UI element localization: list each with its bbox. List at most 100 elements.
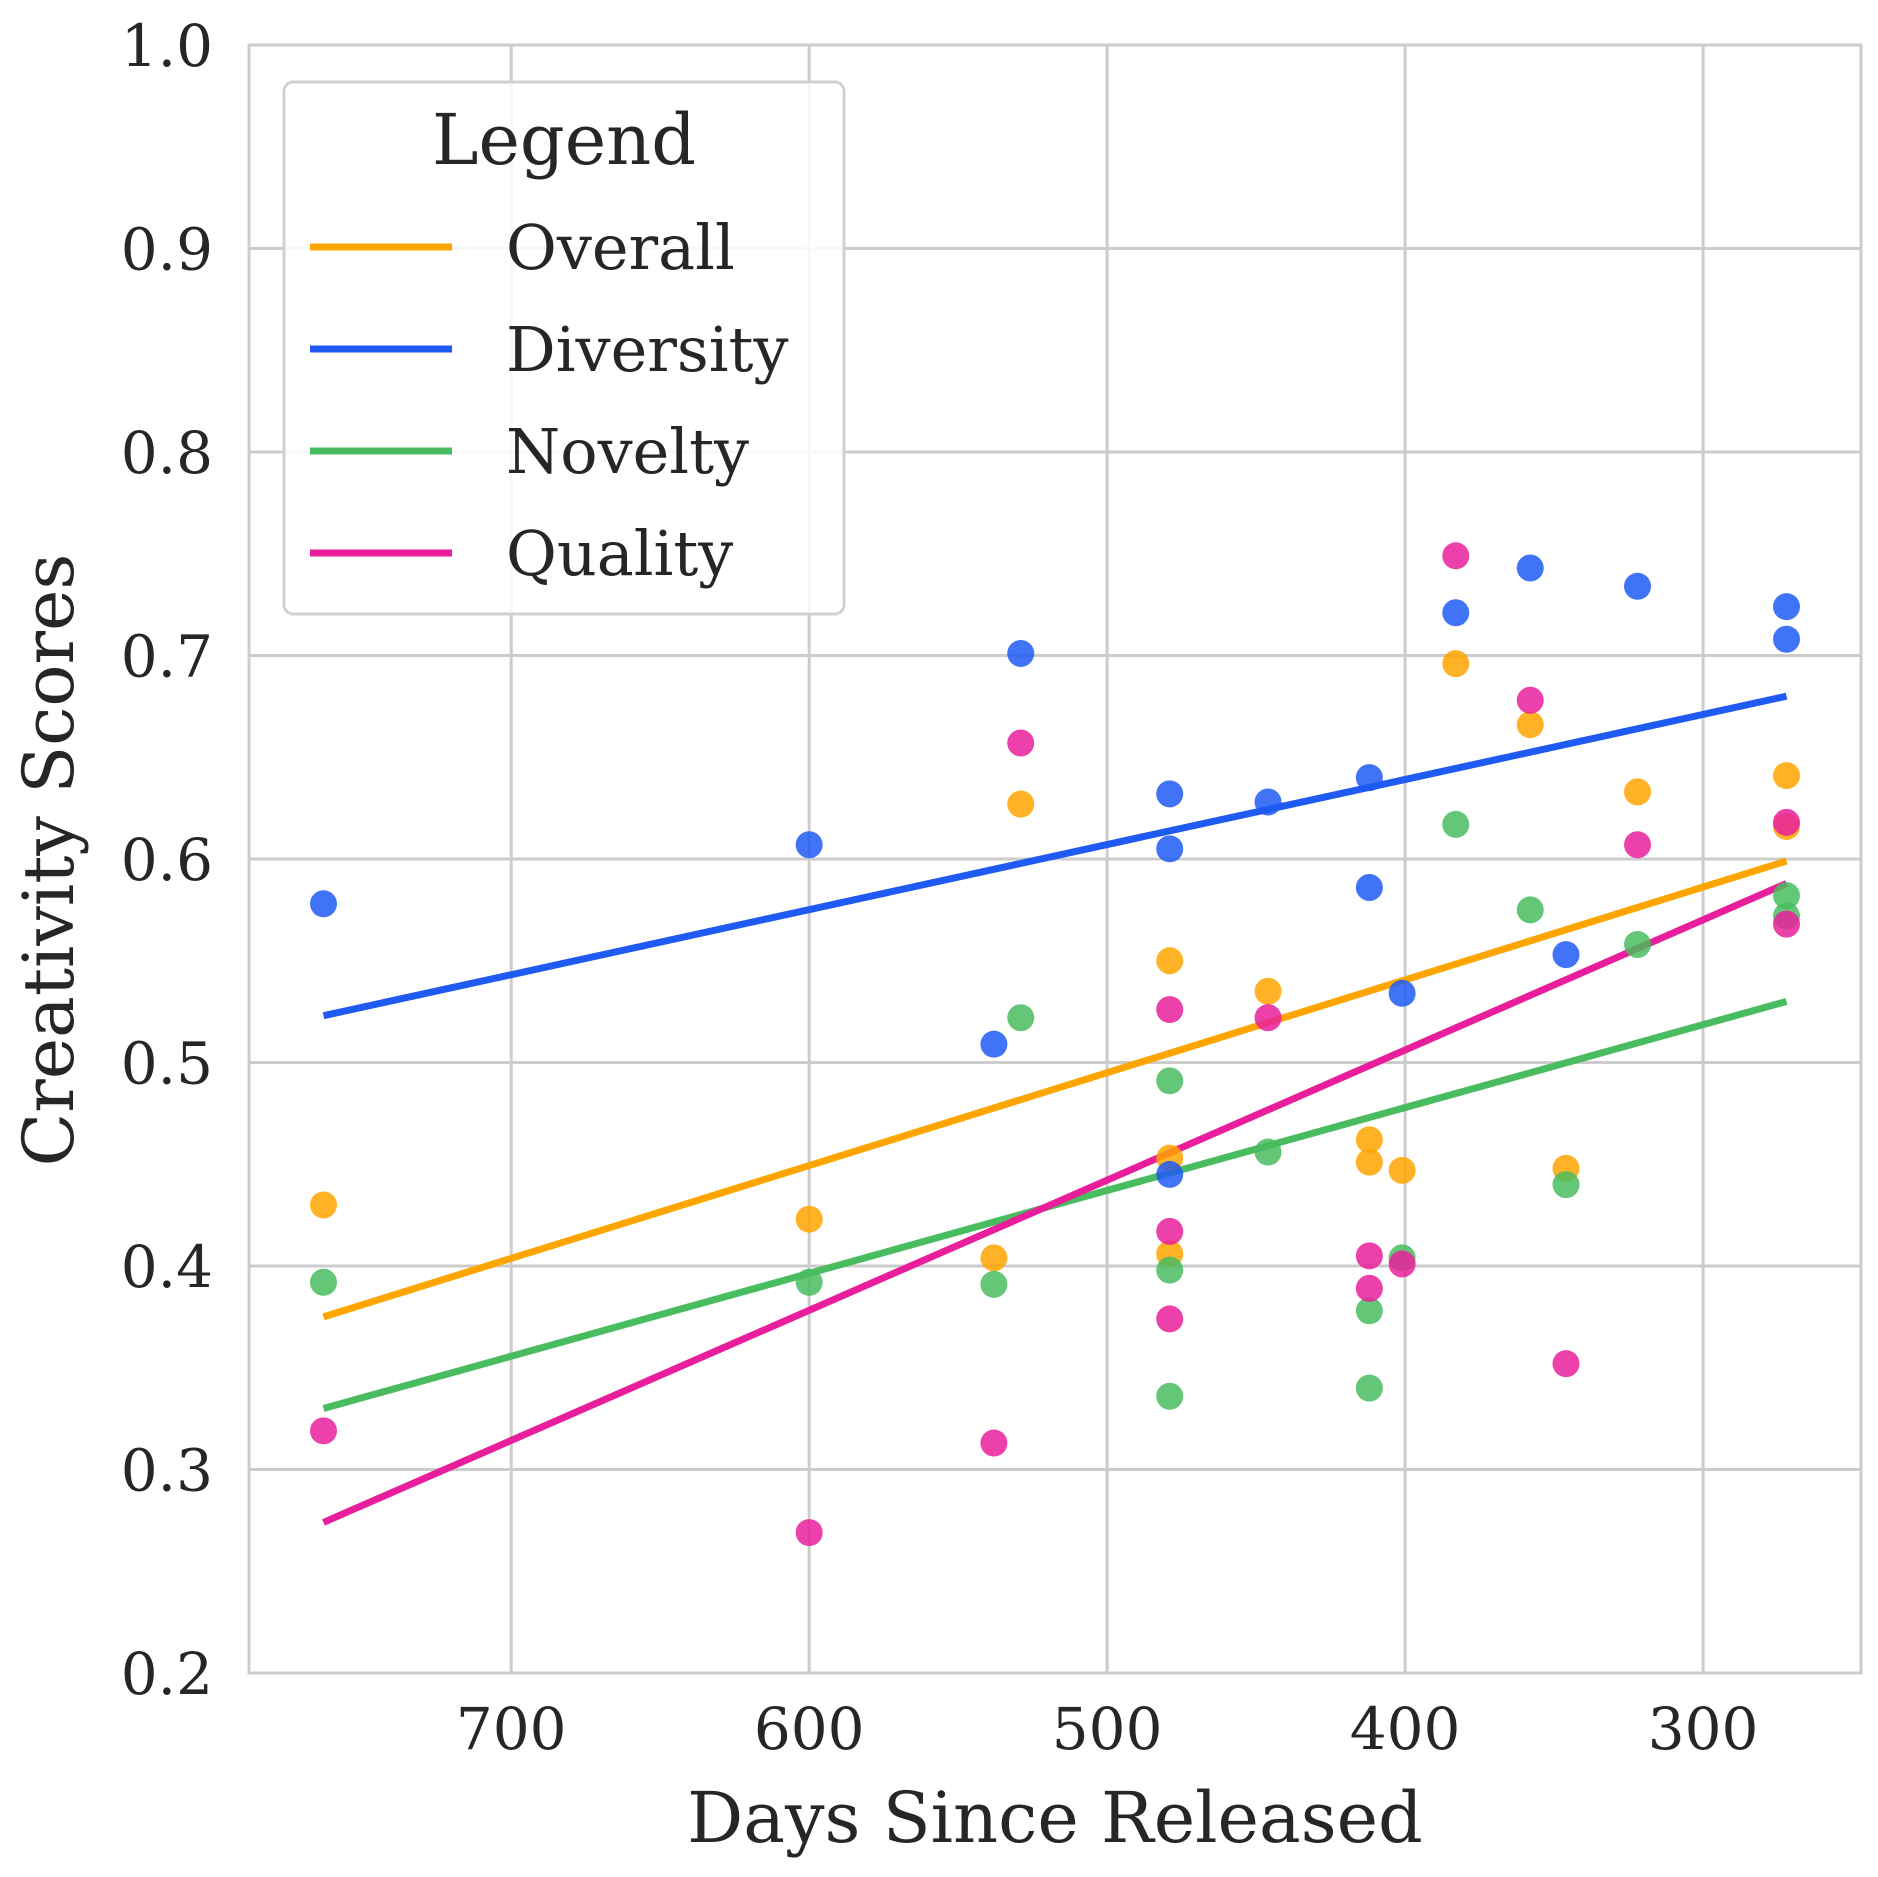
x-tick-labels: 700 600 500 400 300 — [456, 1695, 1759, 1763]
x-tick-label: 300 — [1648, 1695, 1759, 1763]
point-novelty — [795, 1268, 823, 1296]
point-novelty — [1624, 930, 1652, 958]
legend-items: Overall Diversity Novelty Quality — [310, 211, 788, 590]
x-tick-label: 600 — [754, 1695, 865, 1763]
legend-item-novelty: Novelty — [310, 415, 749, 488]
point-diversity — [309, 890, 337, 918]
legend: Legend Overall Diversity Novelty Quality — [282, 80, 846, 616]
point-diversity — [1007, 639, 1035, 667]
point-overall — [1516, 711, 1544, 739]
y-tick-label: 0.5 — [121, 1030, 213, 1098]
legend-label-novelty: Novelty — [506, 415, 749, 488]
point-diversity — [1388, 979, 1416, 1007]
point-diversity — [795, 831, 823, 859]
y-tick-label: 0.8 — [121, 419, 213, 487]
point-overall — [1388, 1156, 1416, 1184]
point-quality — [1552, 1350, 1580, 1378]
trend-line-diversity — [322, 692, 1788, 1020]
point-diversity — [1355, 764, 1383, 792]
point-diversity — [980, 1030, 1008, 1058]
point-quality — [1355, 1242, 1383, 1270]
y-tick-label: 0.7 — [121, 623, 213, 691]
legend-label-overall: Overall — [506, 211, 735, 284]
legend-item-diversity: Diversity — [310, 313, 788, 386]
point-quality — [1773, 808, 1801, 836]
point-overall — [1624, 778, 1652, 806]
point-novelty — [1007, 1004, 1035, 1032]
point-quality — [309, 1417, 337, 1445]
point-novelty — [1355, 1374, 1383, 1402]
point-novelty — [1254, 1138, 1282, 1166]
point-novelty — [1156, 1067, 1184, 1095]
point-novelty — [1156, 1382, 1184, 1410]
point-diversity — [1156, 835, 1184, 863]
point-diversity — [1552, 941, 1580, 969]
point-quality — [1156, 1305, 1184, 1333]
point-overall — [795, 1205, 823, 1233]
point-quality — [795, 1519, 823, 1547]
point-diversity — [1773, 593, 1801, 621]
y-axis-title: Creativity Scores — [8, 554, 90, 1167]
y-tick-label: 0.9 — [121, 216, 213, 284]
point-novelty — [1355, 1297, 1383, 1325]
trend-line-quality — [322, 880, 1788, 1526]
y-tick-label: 0.3 — [121, 1437, 213, 1505]
point-diversity — [1156, 780, 1184, 808]
x-tick-label: 700 — [456, 1695, 567, 1763]
y-tick-label: 0.2 — [121, 1640, 213, 1708]
point-overall — [1156, 947, 1184, 975]
point-overall — [309, 1191, 337, 1219]
y-tick-label: 0.4 — [121, 1233, 213, 1301]
point-diversity — [1516, 554, 1544, 582]
series-diversity — [309, 554, 1801, 1188]
legend-label-diversity: Diversity — [506, 313, 788, 386]
point-diversity — [1773, 625, 1801, 653]
point-novelty — [1442, 810, 1470, 838]
point-quality — [1388, 1250, 1416, 1278]
y-tick-label: 0.6 — [121, 826, 213, 894]
point-overall — [1355, 1148, 1383, 1176]
point-overall — [1355, 1126, 1383, 1154]
point-novelty — [980, 1270, 1008, 1298]
legend-label-quality: Quality — [506, 517, 733, 590]
legend-item-quality: Quality — [310, 517, 733, 590]
point-novelty — [1156, 1256, 1184, 1284]
point-quality — [1624, 831, 1652, 859]
x-tick-label: 500 — [1052, 1695, 1163, 1763]
point-novelty — [1773, 882, 1801, 910]
point-quality — [1516, 686, 1544, 714]
point-diversity — [1156, 1160, 1184, 1188]
y-tick-label: 1.0 — [121, 12, 213, 80]
point-overall — [1773, 762, 1801, 790]
scatter-points — [309, 542, 1801, 1547]
legend-title: Legend — [432, 99, 696, 181]
point-quality — [1442, 542, 1470, 570]
point-novelty — [1552, 1171, 1580, 1199]
x-tick-label: 400 — [1350, 1695, 1461, 1763]
plot-frame — [247, 43, 1863, 1675]
x-axis-title: Days Since Released — [687, 1777, 1423, 1859]
point-diversity — [1355, 873, 1383, 901]
point-diversity — [1624, 572, 1652, 600]
point-quality — [980, 1429, 1008, 1457]
point-quality — [1156, 1217, 1184, 1245]
point-novelty — [1516, 896, 1544, 924]
point-quality — [1007, 729, 1035, 757]
point-quality — [1254, 1004, 1282, 1032]
point-quality — [1355, 1274, 1383, 1302]
point-quality — [1156, 996, 1184, 1024]
point-overall — [1007, 790, 1035, 818]
point-novelty — [309, 1268, 337, 1296]
point-overall — [980, 1244, 1008, 1272]
legend-box — [282, 80, 846, 616]
y-tick-labels: 0.2 0.3 0.4 0.5 0.6 0.7 0.8 0.9 1.0 — [121, 12, 213, 1708]
point-overall — [1442, 650, 1470, 678]
legend-item-overall: Overall — [310, 211, 735, 284]
series-quality — [309, 542, 1801, 1547]
point-overall — [1254, 977, 1282, 1005]
trend-line-overall — [322, 857, 1788, 1321]
point-diversity — [1442, 599, 1470, 627]
point-quality — [1773, 910, 1801, 938]
trend-lines — [322, 692, 1788, 1526]
